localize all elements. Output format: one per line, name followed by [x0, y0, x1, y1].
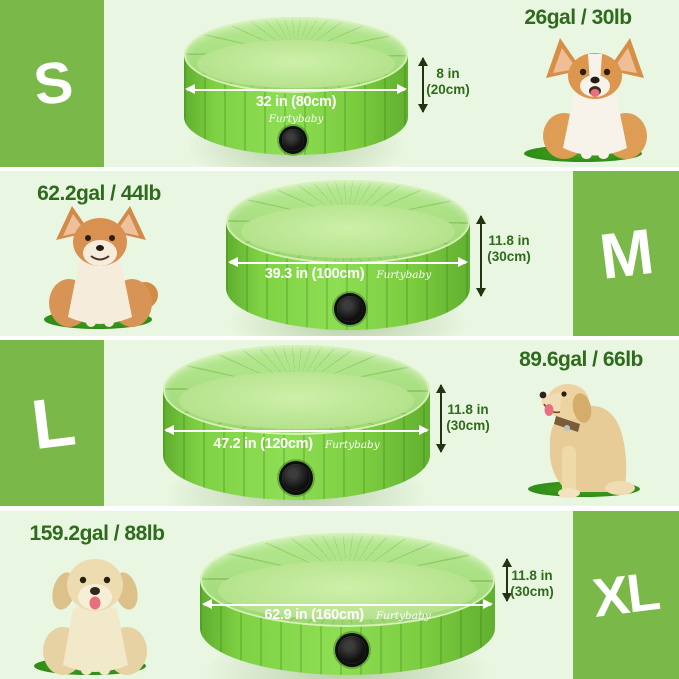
- size-badge-s: S: [0, 0, 104, 167]
- capacity-text-xl: 159.2gal / 88lb: [29, 522, 165, 545]
- size-row-s: S 26gal / 30lb: [0, 0, 679, 167]
- pool-floor: [240, 205, 456, 259]
- capacity-text-m: 62.2gal / 44lb: [37, 182, 161, 205]
- size-badge-m: M: [573, 171, 679, 336]
- height-arrow: [436, 384, 446, 453]
- brand-logo: Furtybaby: [268, 113, 324, 125]
- pool-rim: [163, 345, 430, 435]
- size-badge-l: L: [0, 340, 104, 506]
- diameter-arrow: [185, 84, 407, 94]
- brand-logo: Furtybaby: [324, 439, 380, 451]
- height-label: 11.8 in (30cm): [510, 568, 554, 599]
- pool-rim: [184, 17, 408, 93]
- corgi-photo: [543, 38, 647, 159]
- capacity-text-l: 89.6gal / 66lb: [519, 348, 643, 371]
- shiba-inu-photo: [49, 206, 158, 327]
- diameter-label: 62.9 in (160cm): [264, 607, 364, 623]
- size-letter-s: S: [29, 48, 75, 118]
- pool-floor: [179, 372, 414, 429]
- drain-valve: [337, 296, 363, 322]
- diameter-label: 47.2 in (120cm): [213, 436, 313, 452]
- height-label: 8 in (20cm): [426, 66, 470, 97]
- diameter-arrow: [164, 425, 429, 435]
- pool-rim: [226, 180, 470, 264]
- height-arrow: [502, 558, 512, 602]
- size-letter-l: L: [27, 381, 77, 465]
- height-arrow: [418, 57, 428, 113]
- height-arrow: [476, 215, 486, 297]
- drain-valve: [282, 129, 304, 151]
- height-label: 11.8 in (30cm): [446, 402, 490, 433]
- size-letter-m: M: [596, 214, 656, 293]
- size-row-m: M 62.2gal / 44lb: [0, 171, 679, 336]
- drain-valve: [282, 464, 310, 492]
- diameter-label: 39.3 in (100cm): [264, 266, 365, 282]
- brand-logo: Furtybaby: [376, 269, 432, 281]
- pool-floor: [217, 561, 478, 621]
- size-row-xl: XL 159.2gal / 88lb: [0, 511, 679, 679]
- size-badge-xl: XL: [573, 511, 679, 679]
- golden-retriever-photo: [539, 384, 635, 498]
- brand-logo: Furtybaby: [375, 610, 431, 622]
- diameter-arrow: [228, 257, 468, 267]
- capacity-text-s: 26gal / 30lb: [524, 6, 632, 29]
- height-label: 11.8 in (30cm): [487, 233, 531, 264]
- diameter-arrow: [202, 599, 493, 609]
- pool-rim: [200, 533, 495, 627]
- labrador-photo: [43, 559, 147, 675]
- size-row-l: L 89.6gal / 66lb: [0, 340, 679, 506]
- pool-floor: [197, 39, 395, 88]
- diameter-label: 32 in (80cm): [255, 94, 337, 110]
- drain-valve: [338, 636, 366, 664]
- size-letter-xl: XL: [590, 561, 662, 629]
